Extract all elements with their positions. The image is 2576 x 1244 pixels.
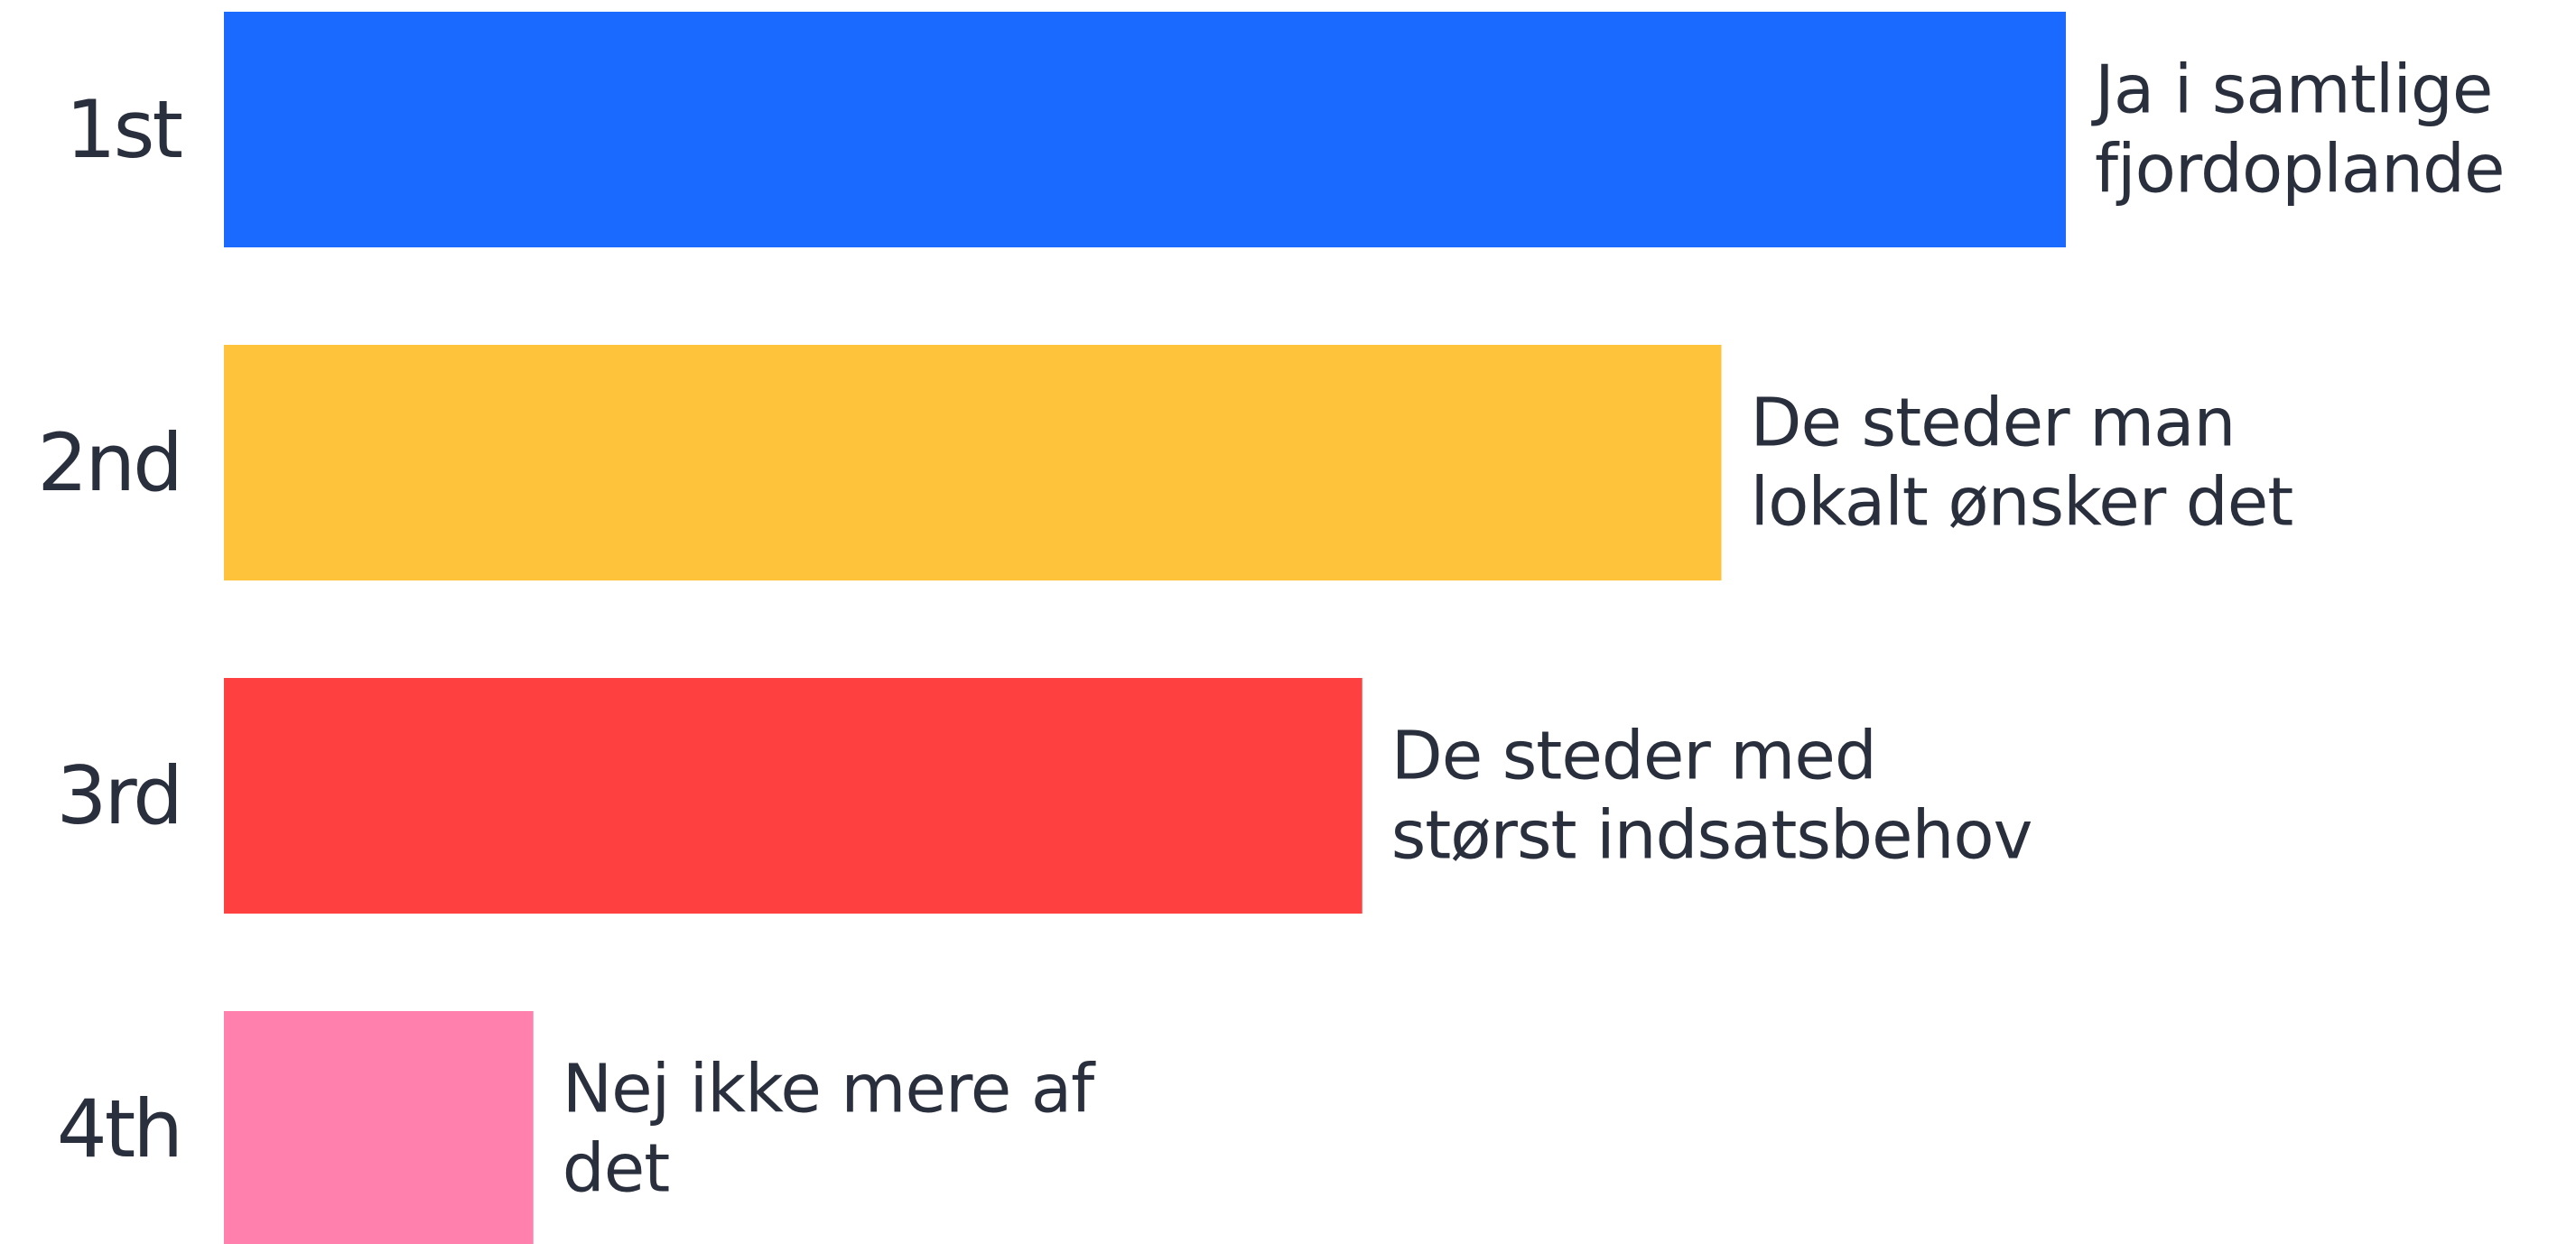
bars-group <box>224 12 2066 1244</box>
data-label-3rd-line-1: De steder med <box>1391 718 1876 795</box>
data-label-1st-line-2: fjordoplande <box>2095 131 2505 209</box>
bar-3rd <box>224 678 1362 914</box>
data-label-2nd-line-1: De steder man <box>1751 385 2236 462</box>
rank-label-1st: 1st <box>66 83 182 176</box>
rank-label-4th: 4th <box>57 1082 181 1175</box>
data-label-4th-line-2: det <box>563 1130 670 1208</box>
rank-label-3rd: 3rd <box>57 749 181 842</box>
data-label-4th-line-1: Nej ikke mere af <box>563 1051 1096 1128</box>
data-label-2nd-line-2: lokalt ønsker det <box>1751 464 2293 542</box>
rank-labels-group: 1st 2nd 3rd 4th <box>37 83 181 1175</box>
data-label-3rd-line-2: størst indsatsbehov <box>1391 797 2032 875</box>
rank-label-2nd: 2nd <box>37 416 181 509</box>
data-label-1st-line-1: Ja i samtlige <box>2091 51 2492 129</box>
bar-4th <box>224 1011 534 1244</box>
bar-1st <box>224 12 2066 247</box>
bar-2nd <box>224 345 1722 580</box>
